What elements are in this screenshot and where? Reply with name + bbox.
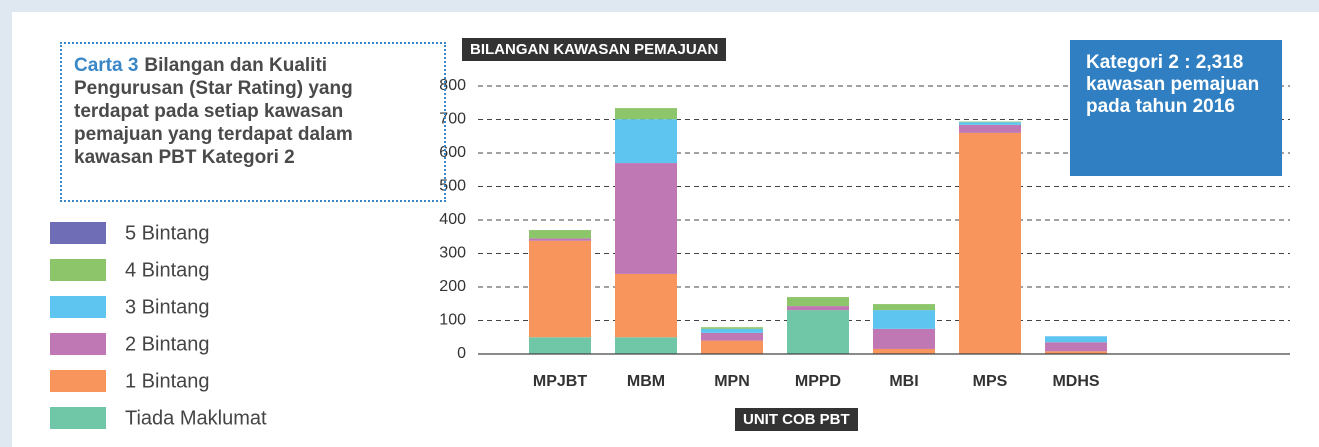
bar-segment (701, 327, 763, 329)
x-axis-label: UNIT COB PBT (735, 408, 858, 431)
bar-segment (873, 328, 935, 349)
bar-segment (529, 238, 591, 241)
bar-segment (615, 273, 677, 338)
bar-segment (787, 297, 849, 307)
legend-swatch (50, 333, 106, 355)
legend-label: Tiada Maklumat (125, 407, 267, 429)
annotation: Kategori 2 : 2,318 kawasan pemajuan pada… (1070, 40, 1282, 176)
x-tick-label: MPJBT (533, 373, 587, 390)
bar-segment (1045, 342, 1107, 352)
legend-label: 2 Bintang (125, 333, 210, 355)
legend-label: 1 Bintang (125, 370, 210, 392)
y-tick-label: 200 (439, 278, 466, 295)
bar-segment (787, 306, 849, 311)
chart-title: Bilangan dan Kualiti Pengurusan (Star Ra… (74, 55, 353, 168)
y-tick-label: 100 (439, 312, 466, 329)
bar-segment (959, 121, 1021, 123)
bar-segment (701, 340, 763, 354)
bar-segment (959, 122, 1021, 125)
bar-segment (615, 119, 677, 164)
bar-segment (1045, 351, 1107, 354)
x-tick-label: MDHS (1052, 373, 1099, 390)
bar-segment (959, 132, 1021, 354)
bar-segment (701, 332, 763, 341)
bar-segment (529, 337, 591, 354)
bar-segment (787, 310, 849, 354)
bar-segment (701, 328, 763, 333)
bar-segment (1045, 336, 1107, 343)
bar-segment (529, 230, 591, 239)
bar-segment (873, 348, 935, 354)
chart-label: Carta 3 (74, 55, 139, 76)
x-tick-label: MPN (714, 373, 750, 390)
x-tick-label: MBM (627, 373, 665, 390)
bar-segment (615, 108, 677, 120)
bar-segment (873, 310, 935, 329)
y-axis-label: BILANGAN KAWASAN PEMAJUAN (462, 38, 727, 61)
x-tick-label: MPS (973, 373, 1008, 390)
title-box: Carta 3 Bilangan dan Kualiti Pengurusan (… (60, 42, 446, 202)
legend-swatch (50, 259, 106, 281)
legend-label: 4 Bintang (125, 259, 210, 281)
legend-swatch (50, 296, 106, 318)
bar-segment (529, 240, 591, 338)
legend-swatch (50, 407, 106, 429)
legend-swatch (50, 370, 106, 392)
y-tick-label: 400 (439, 211, 466, 228)
y-tick-label: 0 (457, 345, 466, 362)
bar-segment (873, 304, 935, 311)
x-tick-label: MPPD (795, 373, 841, 390)
legend-label: 3 Bintang (125, 296, 210, 318)
y-tick-label: 300 (439, 245, 466, 262)
bar-segment (615, 163, 677, 274)
bar-segment (959, 124, 1021, 133)
x-tick-label: MBI (889, 373, 918, 390)
bar-segment (615, 337, 677, 354)
legend-label: 5 Bintang (125, 222, 210, 244)
legend-swatch (50, 222, 106, 244)
